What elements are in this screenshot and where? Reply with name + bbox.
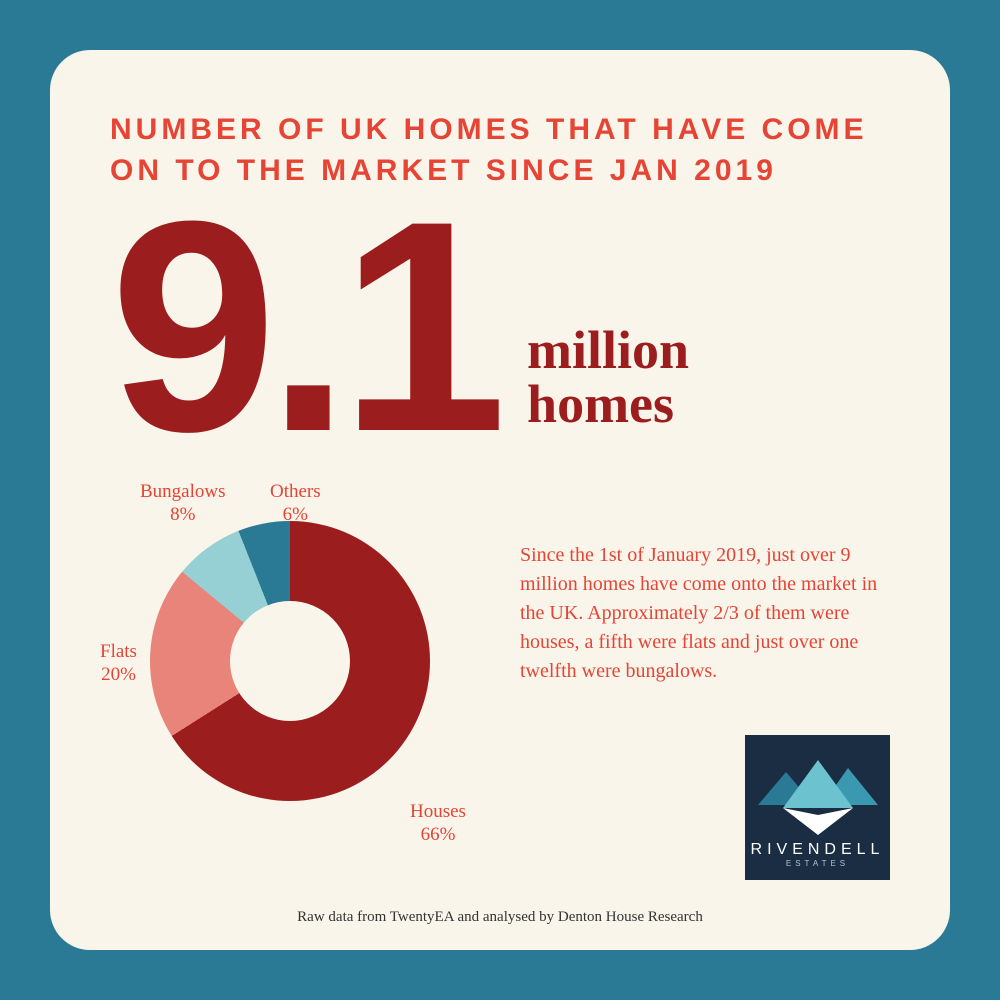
hero-number: 9.1 [110, 191, 497, 461]
hero-unit-line2: homes [527, 377, 689, 431]
logo-sub: ESTATES [786, 859, 849, 868]
company-logo: RIVENDELL ESTATES [745, 735, 890, 880]
donut-label-others: Others6% [270, 481, 321, 527]
donut-label-houses: Houses66% [410, 801, 466, 847]
donut-label-bungalows: Bungalows8% [140, 481, 226, 527]
footer-source: Raw data from TwentyEA and analysed by D… [50, 909, 950, 926]
hero-unit-line1: million [527, 323, 689, 377]
donut-label-flats: Flats20% [100, 641, 137, 687]
donut-hole [230, 601, 350, 721]
info-card: NUMBER OF UK HOMES THAT HAVE COME ON TO … [50, 50, 950, 950]
logo-name: RIVENDELL [751, 841, 885, 859]
hero-unit: million homes [527, 323, 689, 431]
donut-ring [150, 521, 430, 801]
hero-stat: 9.1 million homes [110, 191, 890, 461]
donut-chart: Houses66%Flats20%Bungalows8%Others6% [110, 481, 490, 841]
body-text: Since the 1st of January 2019, just over… [520, 541, 890, 686]
mountain-icon [758, 760, 878, 835]
